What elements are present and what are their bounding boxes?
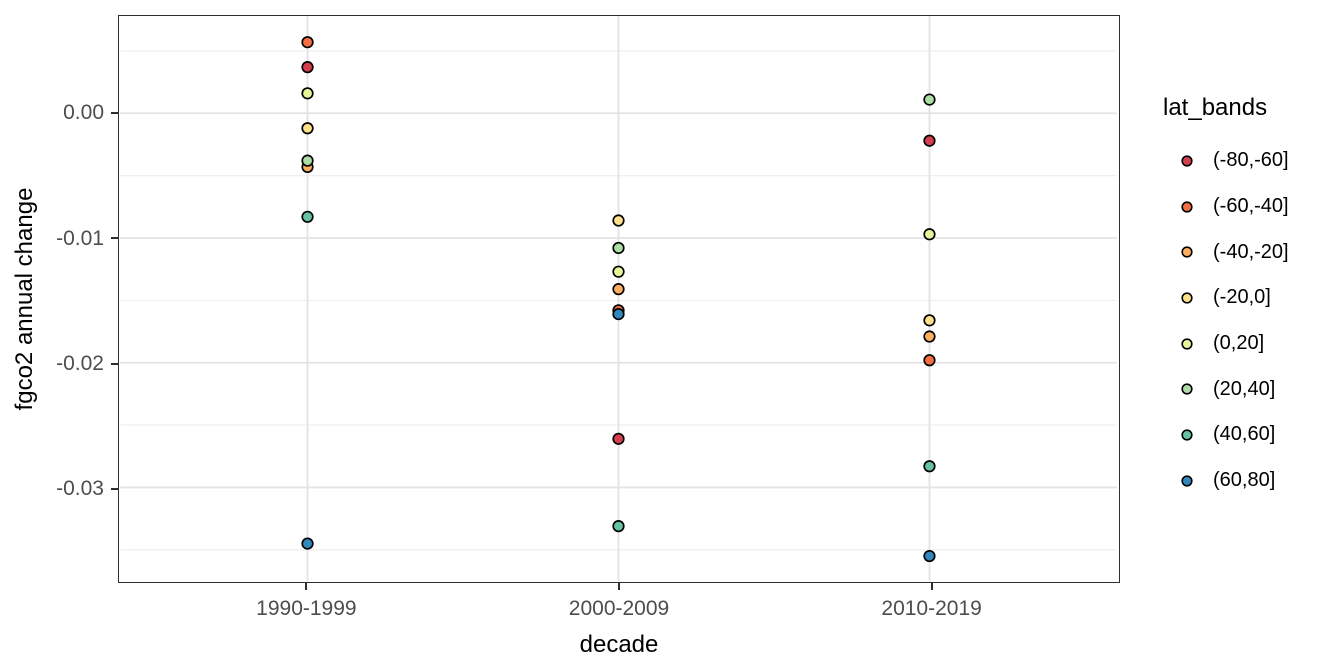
data-point [301, 122, 314, 135]
y-tick-label: -0.01 [56, 226, 104, 250]
legend-item: (-20,0] [1160, 275, 1344, 321]
y-tick-label: -0.03 [56, 477, 104, 501]
legend-item: (-80,-60] [1160, 138, 1344, 184]
data-point [301, 210, 314, 223]
data-point [923, 460, 936, 473]
data-point [301, 36, 314, 49]
y-tick-mark [111, 237, 118, 240]
legend-key-icon [1181, 246, 1193, 258]
x-tick-label: 1990-1999 [256, 597, 357, 620]
legend-item: (60,80] [1160, 458, 1344, 504]
legend-item: (-60,-40] [1160, 184, 1344, 230]
legend-item-label: (60,80] [1213, 469, 1276, 492]
x-tick-mark [930, 583, 933, 590]
y-axis-title: fgco2 annual change [11, 187, 38, 411]
legend-items: (-80,-60] (-60,-40] (-40,-20] (-20,0] (0,20]… [1160, 138, 1344, 504]
data-point [612, 432, 625, 445]
plot-panel [118, 15, 1120, 583]
legend-item-label: (-60,-40] [1213, 195, 1289, 218]
legend-key-icon [1181, 383, 1193, 395]
x-tick-label: 2000-2009 [568, 597, 670, 620]
data-point [923, 549, 936, 563]
legend-item-label: (0,20] [1213, 332, 1265, 355]
data-point [301, 61, 314, 74]
legend-key-icon [1181, 292, 1193, 304]
legend-item-label: (-80,-60] [1213, 149, 1289, 172]
x-tick-label: 2010-2019 [881, 597, 982, 620]
legend-key-icon [1181, 200, 1193, 213]
data-point [923, 93, 936, 106]
data-point [612, 283, 625, 296]
x-tick-mark [618, 583, 620, 590]
data-point [612, 214, 625, 227]
y-tick-mark [111, 362, 118, 365]
data-point [923, 354, 936, 367]
legend-item-label: (40,60] [1213, 423, 1276, 446]
data-point [923, 134, 936, 147]
legend-item-label: (20,40] [1213, 377, 1276, 400]
data-point [301, 537, 314, 550]
legend-item-label: (-20,0] [1213, 286, 1271, 309]
data-point [923, 314, 936, 327]
y-tick-label: 0.00 [63, 101, 104, 125]
legend-item: (20,40] [1160, 366, 1344, 412]
legend-key-icon [1181, 337, 1193, 350]
y-tick-mark [111, 111, 118, 114]
data-point [923, 228, 936, 241]
legend-item: (-40,-20] [1160, 229, 1344, 275]
data-point [612, 265, 625, 278]
x-tick-mark [305, 583, 308, 590]
legend-key-icon [1181, 475, 1193, 487]
legend-key-icon [1181, 155, 1193, 167]
x-axis-title: decade [579, 631, 659, 658]
data-point [923, 330, 936, 343]
data-point [612, 241, 625, 255]
legend-item: (40,60] [1160, 412, 1344, 458]
legend-title: lat_bands [1163, 94, 1268, 121]
data-point [612, 307, 625, 321]
data-point [301, 87, 314, 100]
data-point [301, 154, 314, 167]
legend-item: (0,20] [1160, 321, 1344, 367]
plot-area [120, 16, 1117, 581]
legend-item-label: (-40,-20] [1213, 240, 1289, 263]
data-point [612, 520, 625, 533]
legend-key-icon [1181, 429, 1193, 441]
y-tick-mark [111, 487, 118, 490]
y-tick-label: -0.02 [56, 352, 104, 376]
